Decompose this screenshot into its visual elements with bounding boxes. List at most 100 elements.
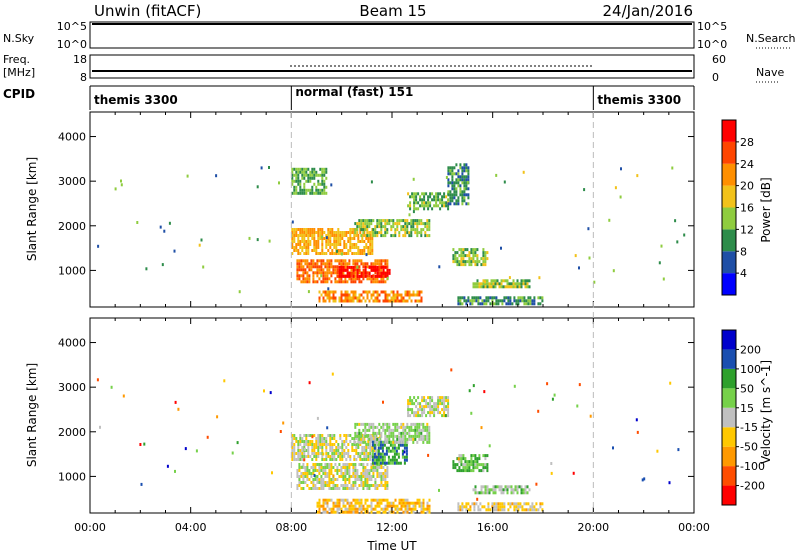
colorbar-swatch: [722, 185, 736, 208]
nave-label: Nave: [756, 66, 784, 79]
colorbar-tick-label: 4: [740, 267, 747, 280]
colorbar-swatch: [722, 251, 736, 274]
colorbar-swatch: [722, 427, 736, 447]
velocity-x-ticks: 00:00 04:00 08:00 12:00 16:00 20:00 00:00: [74, 521, 710, 534]
power-colorbar: 28 24 20 16 12 8 4: [721, 119, 754, 296]
data-region: [452, 454, 489, 473]
power-ylabel: Slant Range [km]: [25, 157, 39, 261]
colorbar-tick-label: 8: [740, 245, 747, 258]
colorbar-swatch: [722, 273, 736, 296]
data-region: [316, 498, 431, 514]
colorbar-swatch: [722, 229, 736, 252]
velocity-panel: 1000 2000 3000 4000 00:00 04:00 08:00 12:00 16:…: [25, 317, 710, 553]
colorbar-tick-label: 100: [740, 363, 761, 376]
cpid-label: CPID: [3, 87, 35, 101]
y-tick-label: 3000: [58, 175, 86, 188]
data-region: [472, 279, 531, 289]
scatter-echoes: [97, 166, 686, 294]
nsearch-label: N.Search: [746, 32, 796, 45]
cpid-boundaries: [290, 112, 594, 513]
colorbar-tick-label: 16: [740, 202, 754, 215]
power-panel: 1000 2000 3000 4000 Slant Range [km]: [25, 111, 695, 308]
nsky-tick-bottom: 10^0: [57, 38, 87, 51]
x-tick-label: 00:00: [678, 521, 710, 534]
colorbar-tick-label: -50: [740, 441, 758, 454]
data-region: [472, 485, 531, 495]
y-tick-label: 2000: [58, 426, 86, 439]
colorbar-tick-label: 24: [740, 158, 754, 171]
x-tick-label: 20:00: [577, 521, 609, 534]
colorbar-swatch: [722, 141, 736, 164]
data-region: [354, 219, 431, 238]
data-region: [407, 396, 450, 418]
nave-tick-bottom: 0: [712, 71, 719, 84]
freq-label-line1: Freq.: [3, 53, 30, 66]
data-region: [407, 192, 450, 211]
colorbar-swatch: [722, 446, 736, 467]
data-region: [457, 502, 544, 512]
colorbar-tick-label: -100: [740, 460, 765, 473]
y-tick-label: 2000: [58, 220, 86, 233]
colorbar-swatch: [722, 407, 736, 428]
y-tick-label: 1000: [58, 470, 86, 483]
y-tick-label: 4000: [58, 337, 86, 350]
nsky-label: N.Sky: [3, 32, 35, 45]
colorbar-swatch: [722, 485, 736, 505]
velocity-ylabel: Slant Range [km]: [25, 363, 39, 467]
data-region: [457, 296, 544, 306]
colorbar-tick-label: 20: [740, 180, 754, 193]
velocity-colorbar-label: Velocity [m s^-1]: [759, 360, 773, 464]
nsky-tick-top: 10^5: [57, 20, 87, 33]
data-region: [291, 228, 374, 255]
colorbar-tick-label: 200: [740, 343, 761, 356]
power-data: [97, 163, 686, 306]
x-tick-label: 12:00: [376, 521, 408, 534]
colorbar-tick-label: 28: [740, 136, 754, 149]
power-colorbar-label: Power [dB]: [759, 177, 773, 242]
colorbar-swatch: [722, 207, 736, 230]
beam-title: Beam 15: [359, 2, 426, 20]
y-tick-label: 1000: [58, 264, 86, 277]
x-tick-label: 16:00: [477, 521, 509, 534]
colorbar-swatch: [722, 330, 736, 350]
cpid-segment-label: themis 3300: [597, 93, 681, 107]
cpid-segment-label: normal (fast) 151: [295, 85, 413, 99]
colorbar-swatch: [722, 163, 736, 186]
y-tick-label: 3000: [58, 381, 86, 394]
nsky-right-tick-bottom: 10^0: [697, 38, 727, 51]
data-region: [291, 434, 382, 461]
x-tick-label: 08:00: [275, 521, 307, 534]
data-region: [452, 248, 489, 267]
nave-tick-top: 60: [712, 53, 726, 66]
data-region: [296, 463, 389, 490]
colorbar-swatch: [722, 120, 736, 142]
velocity-xlabel: Time UT: [366, 539, 417, 553]
colorbar-tick-label: -200: [740, 480, 765, 493]
scatter-echoes: [96, 368, 680, 501]
nsky-panel: N.Sky 10^5 10^0 10^5 10^0 N.Search: [3, 20, 796, 51]
date-title: 24/Jan/2016: [603, 2, 694, 20]
data-region: [318, 290, 423, 303]
colorbar-swatch: [722, 466, 736, 486]
colorbar-swatch: [722, 368, 736, 389]
cpid-segment-label: themis 3300: [94, 93, 178, 107]
x-tick-label: 00:00: [74, 521, 106, 534]
colorbar-tick-label: 50: [740, 382, 754, 395]
velocity-y-ticks: 1000 2000 3000 4000: [58, 318, 695, 513]
colorbar-tick-label: 12: [740, 223, 754, 236]
freq-tick-top: 18: [73, 53, 87, 66]
cpid-row: CPID themis 3300 normal (fast) 151 themis …: [3, 85, 695, 110]
data-region: [291, 167, 328, 195]
freq-tick-bottom: 8: [80, 71, 87, 84]
velocity-data: [96, 368, 680, 514]
nsky-right-tick-top: 10^5: [697, 20, 727, 33]
power-y-ticks: 1000 2000 3000 4000: [58, 112, 695, 307]
colorbar-tick-label: 15: [740, 402, 754, 415]
colorbar-tick-label: -15: [740, 421, 758, 434]
data-region: [354, 422, 431, 444]
data-region: [336, 265, 391, 278]
data-region: [447, 163, 470, 206]
velocity-colorbar: 200 100 50 15 -15 -50 -100 -200: [721, 329, 765, 506]
y-tick-label: 4000: [58, 131, 86, 144]
